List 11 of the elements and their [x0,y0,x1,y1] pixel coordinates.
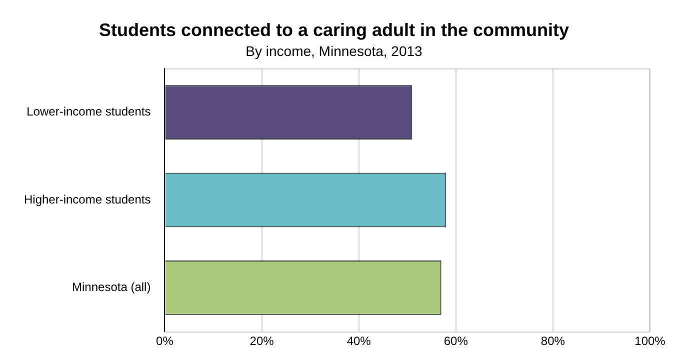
x-tick-label: 80% [540,334,566,348]
x-tick-label: 0% [156,334,174,348]
y-tick-label: Minnesota (all) [72,280,151,294]
x-tick-label: 20% [250,334,274,348]
chart-title: Students connected to a caring adult in the community [98,20,570,40]
y-tick-label: Lower-income students [26,104,151,119]
x-tick-label: 100% [634,334,666,348]
y-tick-label: Higher-income students [24,192,151,206]
chart-subtitle: By income, Minnesota, 2013 [246,42,423,59]
x-tick-label: 60% [444,334,468,348]
x-tick-label: 40% [346,334,372,348]
